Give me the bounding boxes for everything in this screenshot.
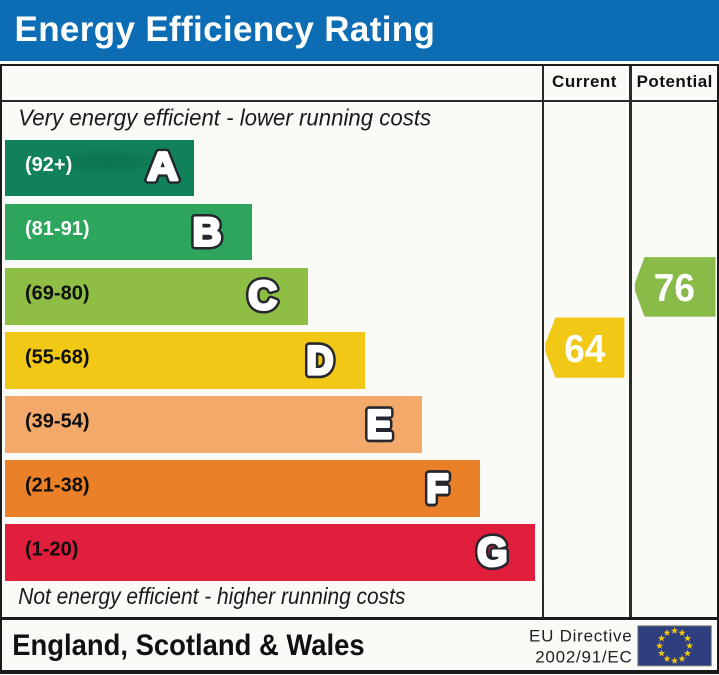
svg-text:C: C	[248, 274, 277, 318]
svg-text:E: E	[367, 403, 392, 447]
svg-text:EU Directive: EU Directive	[529, 627, 632, 646]
svg-text:Not energy efficient - higher: Not energy efficient - higher running co…	[18, 583, 405, 609]
svg-text:(81-91): (81-91)	[25, 218, 89, 240]
svg-text:F: F	[427, 467, 449, 511]
svg-text:England, Scotland & Wales: England, Scotland & Wales	[12, 629, 364, 662]
svg-text:64: 64	[564, 328, 605, 371]
svg-text:A: A	[147, 144, 178, 189]
svg-text:(69-80): (69-80)	[25, 283, 89, 305]
svg-text:C: C	[248, 274, 277, 318]
svg-text:(21-38): (21-38)	[25, 475, 89, 497]
svg-text:G: G	[477, 530, 507, 575]
svg-text:B: B	[193, 211, 222, 255]
svg-text:76: 76	[654, 267, 695, 310]
svg-text:(92+): (92+)	[25, 154, 72, 176]
svg-text:(1-20): (1-20)	[25, 539, 78, 561]
svg-text:2002/91/EC: 2002/91/EC	[535, 647, 632, 666]
svg-text:Very energy efficient - lower: Very energy efficient - lower running co…	[18, 105, 431, 130]
svg-text:D: D	[307, 339, 334, 384]
svg-text:A: A	[147, 144, 178, 189]
svg-text:F: F	[427, 467, 449, 511]
svg-text:E: E	[367, 403, 392, 447]
svg-text:(55-68): (55-68)	[25, 347, 89, 369]
svg-text:B: B	[193, 211, 222, 255]
svg-text:D: D	[307, 339, 334, 384]
svg-text:(39-54): (39-54)	[25, 411, 89, 433]
svg-text:G: G	[477, 530, 507, 575]
